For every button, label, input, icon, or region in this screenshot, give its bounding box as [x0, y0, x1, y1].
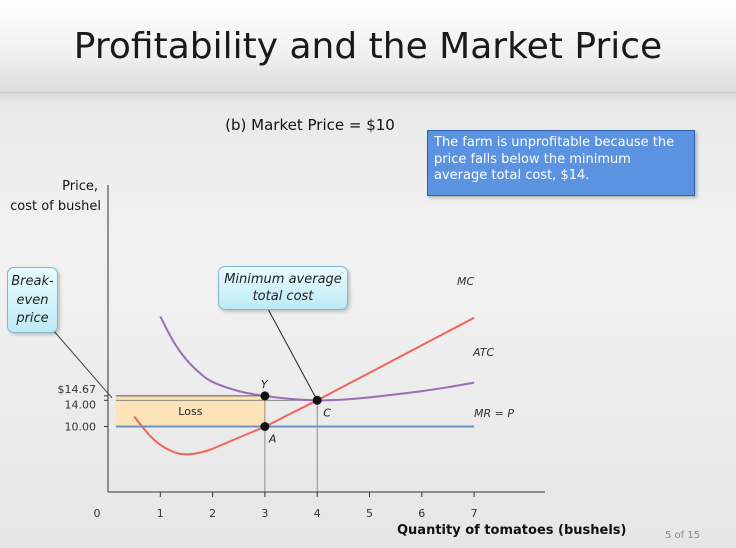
series-label-atc: ATC — [472, 346, 494, 359]
y-axis-label-line1: Price, — [62, 179, 98, 194]
y-tick-label: $14.67 — [58, 383, 97, 396]
slide-title: Profitability and the Market Price — [73, 26, 663, 67]
loss-label: Loss — [178, 405, 202, 418]
curve-atc — [159, 315, 475, 402]
breakeven-callout: Break-even price — [7, 267, 58, 333]
y-axis-label-line2: cost of bushel — [10, 199, 101, 214]
page-number: 5 of 15 — [665, 530, 701, 541]
loss-region — [115, 395, 265, 427]
min-atc-callout: Minimum average total cost — [218, 266, 348, 310]
title-band: Profitability and the Market Price — [0, 0, 736, 93]
x-tick-label-2: 2 — [209, 507, 216, 520]
point-label-y: Y — [261, 378, 269, 391]
x-tick-label-5: 5 — [366, 507, 373, 520]
y-tick-label: 10.00 — [65, 421, 97, 434]
y-tick-label: 14.00 — [65, 398, 97, 411]
point-label-a: A — [268, 433, 277, 446]
point-label-c: C — [323, 406, 331, 419]
point-y — [260, 391, 270, 401]
x-tick-label-6: 6 — [418, 507, 425, 520]
chart-subtitle: (b) Market Price = $10 — [225, 116, 395, 134]
unprofitable-note: The farm is unprofitable because the pri… — [427, 130, 695, 196]
point-a — [260, 422, 270, 431]
x-tick-label-7: 7 — [471, 507, 478, 520]
x-tick-label-3: 3 — [261, 507, 268, 520]
breakeven-pointer — [52, 329, 113, 399]
min-atc-pointer — [267, 308, 318, 401]
x-tick-label-0: 0 — [94, 507, 101, 520]
curve-mc — [133, 316, 475, 456]
x-axis-label: Quantity of tomatoes (bushels) — [397, 523, 626, 538]
series-label-mr-p: MR = P — [474, 407, 514, 420]
x-tick-label-4: 4 — [314, 507, 321, 520]
x-tick-label-1: 1 — [157, 507, 164, 520]
y-axis-label: Price, cost of bushel — [10, 179, 101, 214]
series-label-mc: MC — [457, 275, 474, 288]
